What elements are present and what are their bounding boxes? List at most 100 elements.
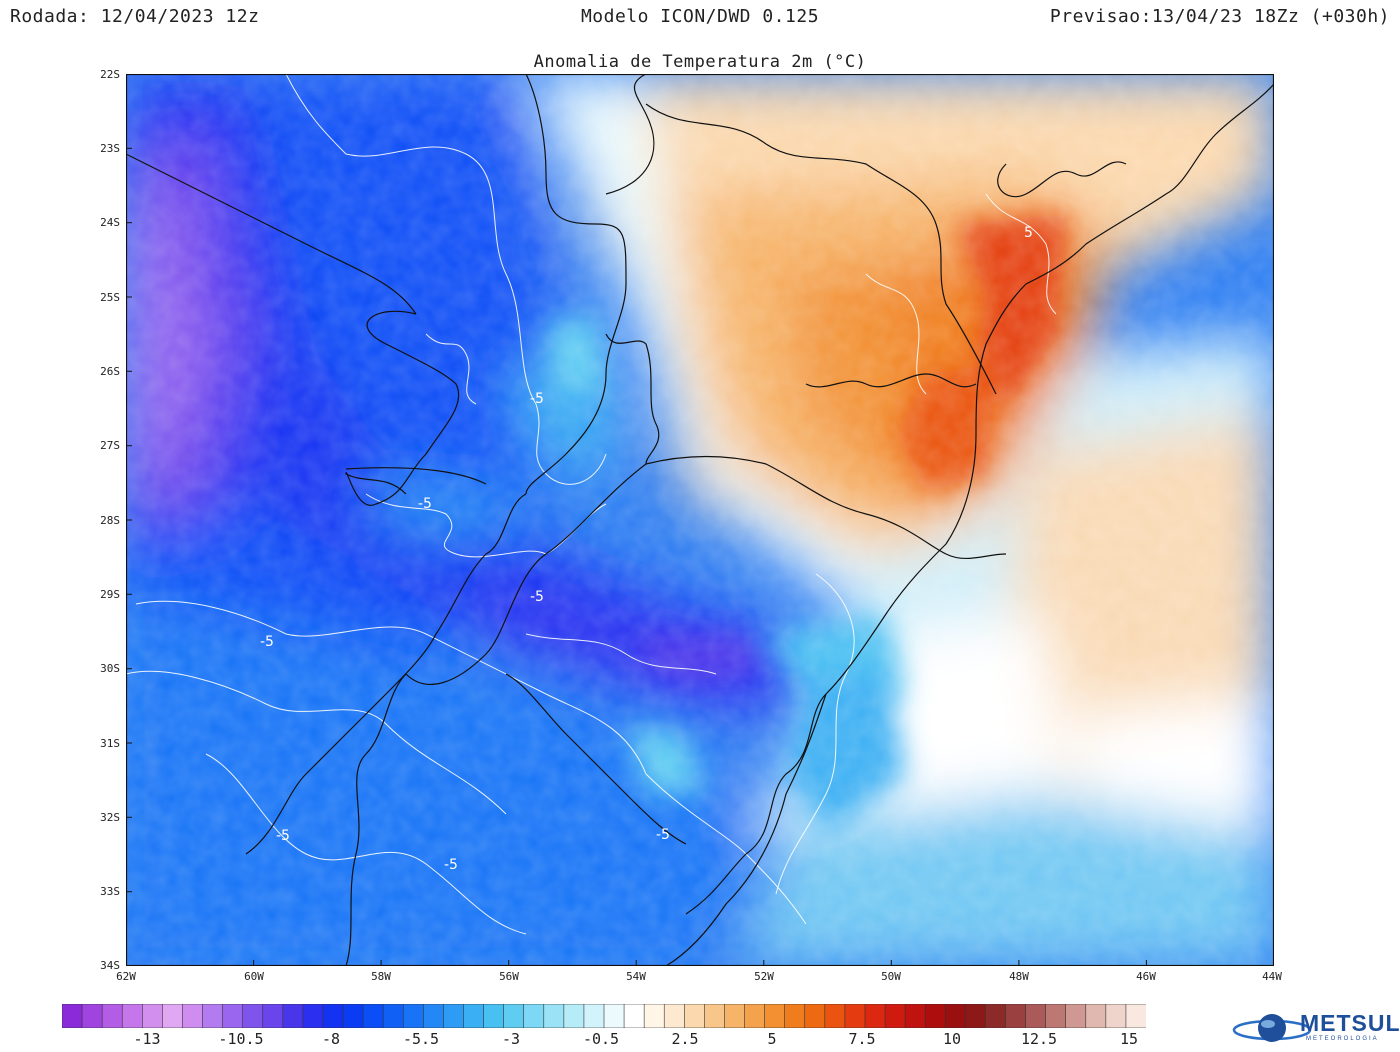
lat-label: 26S [100,365,120,378]
colorbar-swatch [242,1004,264,1028]
colorbar-swatch [643,1004,666,1028]
colorbar-swatch [262,1004,284,1028]
contour-label: 5 [1024,225,1033,241]
colorbar-swatch [724,1004,746,1028]
colorbar-swatch [322,1004,344,1028]
logo-wordmark: METSUL [1300,1010,1400,1036]
lat-label: 24S [100,216,120,229]
colorbar-swatch [423,1004,445,1028]
lat-label: 34S [100,959,120,972]
colorbar-tick-label: -3 [501,1030,521,1048]
colorbar-tick-label: 5 [767,1030,777,1048]
colorbar-swatch [884,1004,906,1028]
lon-label: 58W [371,970,391,983]
colorbar-swatch [382,1004,405,1028]
colorbar-swatch [824,1004,846,1028]
lat-label: 25S [100,291,120,304]
colorbar-swatch [62,1004,83,1028]
colorbar-swatch [1065,1004,1087,1028]
map-frame [126,74,1274,966]
lon-label: 52W [754,970,774,983]
colorbar-tick-label: 12.5 [1020,1030,1058,1048]
lat-label: 33S [100,885,120,898]
contour-label: -5 [656,827,670,843]
colorbar-swatch [904,1004,926,1028]
colorbar-swatch [402,1004,425,1028]
colorbar-swatch [81,1004,103,1028]
model-label: Modelo ICON/DWD 0.125 [580,6,820,27]
colorbar-swatch [202,1004,224,1028]
contour-label: -5 [530,391,544,407]
temperature-anomaly-map: -5 -5 -5 -5 -5 -5 -5 -5 5 [126,74,1274,966]
colorbar-swatch [1085,1004,1107,1028]
contour-label: -5 [444,857,458,873]
colorbar-swatch [101,1004,124,1028]
contour-label: -5 [530,589,544,605]
logo-subtitle: METEOROLOGIA [1306,1036,1379,1042]
lon-label: 54W [626,970,646,983]
colorbar-swatch [764,1004,786,1028]
lat-label: 22S [100,68,120,81]
colorbar-swatch [864,1004,886,1028]
colorbar-tick-label: 2.5 [671,1030,699,1048]
colorbar-swatch [523,1004,545,1028]
colorbar-swatch [342,1004,364,1028]
lon-label: 50W [881,970,901,983]
colorbar-tick-label: -13 [133,1030,161,1048]
lon-label: 62W [116,970,136,983]
colorbar-tick-label: -5.5 [402,1030,440,1048]
colorbar-tick-label: 10 [942,1030,962,1048]
colorbar-swatch [704,1004,726,1028]
political-borders [126,74,1274,966]
colorbar-swatch [182,1004,204,1028]
map-title: Anomalia de Temperatura 2m (°C) [533,52,867,72]
colorbar-swatch [503,1004,525,1028]
lon-label: 56W [499,970,519,983]
colorbar-swatch [804,1004,826,1028]
colorbar-tick-label: -0.5 [582,1030,620,1048]
colorbar-swatch [142,1004,164,1028]
lon-label: 44W [1262,970,1282,983]
colorbar-swatch [162,1004,184,1028]
contour-lines [126,74,1057,935]
colorbar-swatch [924,1004,947,1028]
contour-label: -5 [276,828,290,844]
forecast-time-label: Previsao:13/04/23 18Zz (+030h) [1049,6,1390,27]
colorbar-swatch [222,1004,244,1028]
colorbar-swatch [563,1004,585,1028]
lat-label: 29S [100,588,120,601]
colorbar-swatch [1045,1004,1067,1028]
colorbar-swatch [1005,1004,1027,1028]
colorbar-tick-label: 7.5 [848,1030,876,1048]
colorbar-swatch [583,1004,605,1028]
colorbar-swatch [663,1004,686,1028]
lon-label: 46W [1136,970,1156,983]
colorbar-swatch [483,1004,505,1028]
lat-label: 32S [100,811,120,824]
lat-label: 31S [100,737,120,750]
metsul-logo-icon [1232,1014,1312,1042]
colorbar-swatch [463,1004,485,1028]
colorbar-swatch [985,1004,1007,1028]
colorbar-swatch [623,1004,645,1028]
colorbar-swatch [1125,1004,1146,1028]
colorbar-swatch [603,1004,625,1028]
colorbar-swatch [302,1004,324,1028]
colorbar-swatch [282,1004,304,1028]
colorbar-tick-label: 15 [1119,1030,1139,1048]
colorbar-tick-label: -10.5 [218,1030,264,1048]
colorbar-swatch [844,1004,866,1028]
lon-label: 48W [1009,970,1029,983]
lat-label: 27S [100,439,120,452]
colorbar-swatch [543,1004,565,1028]
lon-label: 60W [244,970,264,983]
lat-label: 28S [100,514,120,527]
colorbar-swatch [1105,1004,1127,1028]
contour-label: -5 [418,496,432,512]
colorbar [62,1004,1146,1028]
colorbar-swatch [683,1004,706,1028]
colorbar-swatch [362,1004,384,1028]
colorbar-swatch [121,1004,144,1028]
colorbar-tick-label: -8 [321,1030,341,1048]
contour-label: -5 [260,634,274,650]
